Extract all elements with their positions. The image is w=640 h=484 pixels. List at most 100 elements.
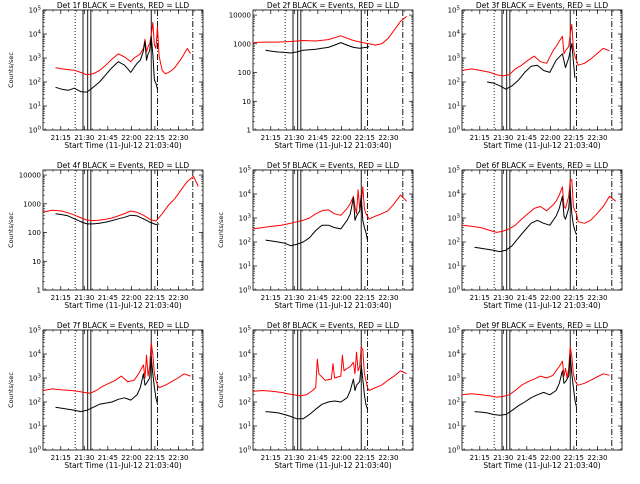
panel-title: Det 4f BLACK = Events, RED = LLD bbox=[57, 161, 190, 170]
x-tick-label: 21:15 bbox=[470, 454, 490, 462]
y-tick-label: 102 bbox=[448, 78, 460, 87]
y-tick-label: 102 bbox=[448, 398, 460, 407]
y-axis-label: Counts/sec bbox=[7, 52, 15, 88]
y-tick-label: 101 bbox=[29, 422, 41, 431]
x-tick-label: 21:45 bbox=[517, 454, 537, 462]
series-group bbox=[462, 179, 617, 253]
series-line-black bbox=[265, 42, 370, 54]
x-axis-label: Start Time (11-Jul-12 21:03:40) bbox=[274, 301, 391, 310]
y-tick-label: 104 bbox=[239, 190, 252, 199]
y-tick-label: 103 bbox=[448, 54, 461, 63]
y-tick-label: 10 bbox=[32, 258, 41, 266]
x-axis-label: Start Time (11-Jul-12 21:03:40) bbox=[64, 141, 181, 150]
x-tick-label: 21:15 bbox=[261, 134, 281, 142]
x-tick-label: 21:45 bbox=[308, 454, 328, 462]
x-tick-label: 21:30 bbox=[493, 134, 513, 142]
series-group bbox=[253, 346, 407, 420]
panel-det-2: Det 2f BLACK = Events, RED = LLD 1 10 100 10… bbox=[229, 1, 414, 150]
x-tick-label: 21:45 bbox=[308, 134, 328, 142]
panel-det-5: Det 5f BLACK = Events, RED = LLD 100 101 10… bbox=[217, 161, 414, 310]
x-tick-label: 21:30 bbox=[284, 134, 304, 142]
x-tick-label: 22:30 bbox=[168, 454, 188, 462]
y-tick-label: 101 bbox=[239, 262, 251, 271]
plot-frame bbox=[42, 169, 204, 291]
y-tick-label: 103 bbox=[29, 54, 42, 63]
x-tick-label: 22:15 bbox=[355, 454, 375, 462]
x-tick-label: 21:15 bbox=[470, 294, 490, 302]
x-tick-label: 21:15 bbox=[261, 294, 281, 302]
series-line-red bbox=[43, 175, 199, 222]
y-tick-label: 100 bbox=[448, 286, 461, 295]
y-tick-label: 101 bbox=[448, 262, 460, 271]
x-tick-label: 22:15 bbox=[355, 294, 375, 302]
y-tick-label: 101 bbox=[29, 102, 41, 111]
plot-frame bbox=[461, 329, 623, 451]
x-tick-label: 22:00 bbox=[121, 134, 141, 142]
panel-title: Det 8f BLACK = Events, RED = LLD bbox=[267, 321, 400, 330]
y-tick-label: 104 bbox=[29, 30, 42, 39]
y-tick-label: 104 bbox=[448, 190, 461, 199]
y-tick-label: 103 bbox=[239, 214, 252, 223]
x-tick-label: 22:00 bbox=[121, 454, 141, 462]
panel-det-3: Det 3f BLACK = Events, RED = LLD 100 101 10… bbox=[448, 1, 623, 150]
series-line-black bbox=[474, 189, 577, 253]
y-tick-label: 105 bbox=[448, 166, 461, 175]
series-line-red bbox=[462, 23, 610, 77]
x-tick-label: 21:30 bbox=[284, 294, 304, 302]
y-tick-label: 103 bbox=[448, 214, 461, 223]
x-tick-label: 22:15 bbox=[145, 454, 165, 462]
y-tick-label: 100 bbox=[28, 229, 41, 237]
y-tick-label: 102 bbox=[448, 238, 460, 247]
x-tick-label: 22:00 bbox=[540, 454, 560, 462]
x-tick-label: 21:30 bbox=[74, 454, 94, 462]
y-tick-label: 101 bbox=[239, 422, 251, 431]
series-line-black bbox=[265, 364, 368, 420]
series-line-black bbox=[265, 194, 368, 247]
series-group bbox=[55, 22, 191, 93]
y-tick-label: 105 bbox=[448, 326, 461, 335]
panel-title: Det 2f BLACK = Events, RED = LLD bbox=[267, 1, 400, 10]
x-tick-label: 21:30 bbox=[493, 454, 513, 462]
x-tick-label: 22:15 bbox=[564, 134, 584, 142]
y-tick-label: 100 bbox=[29, 126, 42, 135]
y-tick-label: 105 bbox=[448, 6, 461, 15]
y-tick-label: 1 bbox=[37, 287, 41, 295]
x-tick-label: 21:15 bbox=[51, 294, 71, 302]
x-tick-label: 21:15 bbox=[470, 134, 490, 142]
series-group bbox=[253, 16, 408, 54]
series-line-red bbox=[462, 346, 610, 398]
panel-det-9: Det 9f BLACK = Events, RED = LLD 100 101 10… bbox=[448, 321, 623, 470]
panel-det-4: Det 4f BLACK = Events, RED = LLD 1 10 100 10… bbox=[7, 161, 204, 310]
x-tick-label: 21:15 bbox=[51, 134, 71, 142]
x-tick-label: 21:45 bbox=[517, 134, 537, 142]
y-tick-label: 100 bbox=[238, 69, 251, 77]
x-tick-label: 22:30 bbox=[378, 134, 398, 142]
series-line-black bbox=[55, 35, 158, 93]
y-tick-label: 100 bbox=[448, 126, 461, 135]
panel-title: Det 3f BLACK = Events, RED = LLD bbox=[476, 1, 609, 10]
series-line-black bbox=[55, 213, 160, 225]
y-tick-label: 103 bbox=[29, 374, 42, 383]
x-tick-label: 22:00 bbox=[331, 134, 351, 142]
y-tick-label: 105 bbox=[29, 6, 42, 15]
x-tick-label: 21:15 bbox=[261, 454, 281, 462]
panel-det-1: Det 1f BLACK = Events, RED = LLD 100 101 10… bbox=[7, 1, 204, 150]
x-axis-label: Start Time (11-Jul-12 21:03:40) bbox=[64, 301, 181, 310]
x-tick-label: 22:00 bbox=[331, 294, 351, 302]
y-tick-label: 104 bbox=[29, 350, 42, 359]
x-axis-label: Start Time (11-Jul-12 21:03:40) bbox=[64, 461, 181, 470]
series-group bbox=[43, 342, 191, 413]
panel-det-6: Det 6f BLACK = Events, RED = LLD 100 101 10… bbox=[448, 161, 623, 310]
y-tick-label: 104 bbox=[448, 30, 461, 39]
y-tick-label: 102 bbox=[239, 238, 251, 247]
y-tick-label: 104 bbox=[448, 350, 461, 359]
series-line-red bbox=[55, 22, 191, 76]
panel-det-8: Det 8f BLACK = Events, RED = LLD 100 101 10… bbox=[217, 321, 414, 470]
x-tick-label: 22:30 bbox=[378, 454, 398, 462]
x-tick-label: 22:15 bbox=[355, 134, 375, 142]
x-tick-label: 22:30 bbox=[587, 454, 607, 462]
x-tick-label: 22:00 bbox=[540, 294, 560, 302]
x-tick-label: 22:15 bbox=[145, 134, 165, 142]
series-group bbox=[462, 23, 610, 90]
